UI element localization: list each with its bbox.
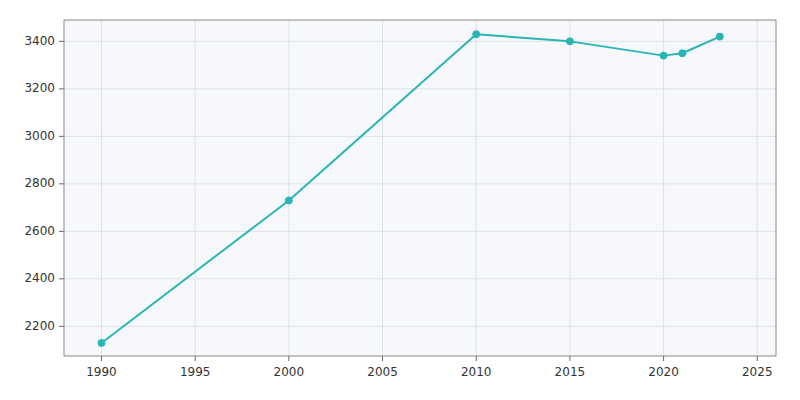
grid-line xyxy=(288,20,289,356)
grid xyxy=(64,20,776,356)
marker xyxy=(660,52,667,59)
grid-line xyxy=(101,20,102,356)
grid-line xyxy=(64,88,776,89)
plot-frame xyxy=(64,20,776,356)
tick-label: 2600 xyxy=(24,224,55,238)
chart-container: 2200 2400 2600 2800 3000 3200 3400 1990 1995 2000… xyxy=(0,0,800,400)
tick-label: 2020 xyxy=(648,365,679,379)
tick-mark xyxy=(59,326,64,327)
plot-background xyxy=(64,20,776,356)
tick-label: 1995 xyxy=(180,365,211,379)
tick-mark xyxy=(59,41,64,42)
tick-mark xyxy=(59,183,64,184)
grid-line xyxy=(382,20,383,356)
tick-label: 3000 xyxy=(24,129,55,143)
grid-line xyxy=(569,20,570,356)
tick-label: 3200 xyxy=(24,81,55,95)
chart: 2200 2400 2600 2800 3000 3200 3400 1990 1995 2000… xyxy=(0,0,800,400)
tick-label: 2005 xyxy=(367,365,398,379)
tick-mark xyxy=(288,356,289,361)
tick-mark xyxy=(59,278,64,279)
series xyxy=(98,31,723,347)
marker xyxy=(679,50,686,57)
grid-line xyxy=(476,20,477,356)
tick-mark xyxy=(757,356,758,361)
tick-mark xyxy=(59,136,64,137)
tick-label: 2010 xyxy=(461,365,492,379)
tick-label: 2000 xyxy=(274,365,305,379)
tick-mark xyxy=(476,356,477,361)
grid-line xyxy=(64,136,776,137)
axes: 2200 2400 2600 2800 3000 3200 3400 1990 1995 2000… xyxy=(24,20,776,379)
grid-line xyxy=(663,20,664,356)
tick-label: 2025 xyxy=(742,365,773,379)
grid-line xyxy=(64,278,776,279)
tick-mark xyxy=(195,356,196,361)
grid-line xyxy=(64,326,776,327)
marker xyxy=(98,339,105,346)
grid-line xyxy=(64,231,776,232)
tick-label: 2800 xyxy=(24,176,55,190)
tick-label: 2200 xyxy=(24,319,55,333)
tick-label: 3400 xyxy=(24,34,55,48)
grid-line xyxy=(757,20,758,356)
marker xyxy=(473,31,480,38)
tick-mark xyxy=(382,356,383,361)
tick-label: 1990 xyxy=(86,365,117,379)
tick-label: 2400 xyxy=(24,271,55,285)
tick-mark xyxy=(663,356,664,361)
tick-mark xyxy=(59,88,64,89)
marker xyxy=(716,33,723,40)
tick-mark xyxy=(569,356,570,361)
marker xyxy=(285,197,292,204)
tick-label: 2015 xyxy=(555,365,586,379)
marker xyxy=(566,38,573,45)
grid-line xyxy=(64,183,776,184)
line xyxy=(101,34,719,343)
grid-line xyxy=(195,20,196,356)
tick-mark xyxy=(59,231,64,232)
tick-mark xyxy=(101,356,102,361)
grid-line xyxy=(64,41,776,42)
